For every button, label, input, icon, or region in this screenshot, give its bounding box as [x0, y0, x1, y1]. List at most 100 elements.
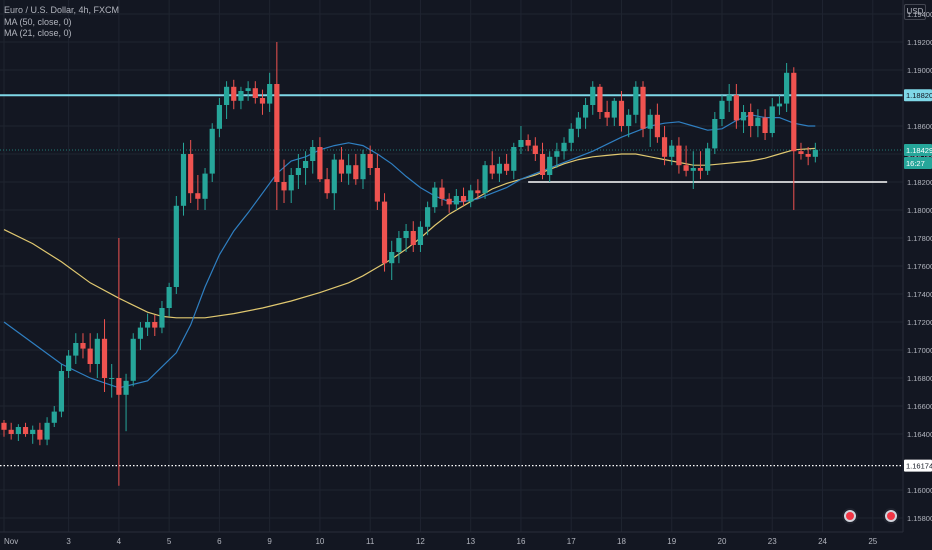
- candle: [238, 86, 244, 110]
- candle: [748, 103, 754, 138]
- candle: [697, 151, 704, 180]
- candle: [346, 154, 352, 185]
- candle: [353, 154, 359, 185]
- candle: [123, 373, 129, 432]
- candle: [15, 424, 21, 441]
- candle: [58, 364, 65, 418]
- resistance-price-label-text: 1.18820: [906, 91, 932, 100]
- candle-body: [22, 427, 29, 434]
- candle: [274, 42, 280, 210]
- candle-body: [360, 154, 366, 180]
- candle: [173, 196, 179, 294]
- x-tick-label: 19: [667, 537, 676, 546]
- candle: [776, 95, 783, 115]
- candle: [755, 109, 761, 138]
- candle-body: [748, 112, 754, 126]
- x-tick-label: 6: [217, 537, 222, 546]
- candle: [166, 282, 172, 317]
- candle: [360, 149, 366, 189]
- candle: [410, 221, 416, 252]
- x-tick-label: 11: [366, 537, 375, 546]
- candle-body: [633, 86, 639, 115]
- candle: [726, 84, 732, 112]
- candle: [223, 81, 230, 119]
- candle-body: [460, 196, 467, 202]
- candle: [561, 137, 567, 160]
- candlesticks: [1, 42, 818, 486]
- candle: [51, 406, 57, 427]
- candle-body: [245, 88, 251, 91]
- candle-body: [597, 86, 603, 112]
- candle-body: [87, 348, 93, 364]
- candle: [590, 81, 596, 115]
- y-tick-label: 1.17600: [907, 262, 932, 271]
- candle: [109, 364, 115, 398]
- candle-body: [152, 322, 158, 328]
- y-tick-label: 1.19000: [907, 66, 932, 75]
- candle-body: [396, 238, 402, 252]
- candle-body: [274, 84, 280, 182]
- x-tick-label: 10: [315, 537, 324, 546]
- candle: [331, 154, 337, 210]
- candle-body: [525, 140, 531, 146]
- chart-legend: Euro / U.S. Dollar, 4h, FXCM MA (50, clo…: [4, 5, 119, 40]
- candle-body: [554, 151, 560, 157]
- candle: [712, 112, 718, 154]
- candle-body: [288, 175, 294, 191]
- candle: [209, 123, 215, 182]
- candle: [690, 151, 696, 189]
- x-tick-label: 9: [267, 537, 272, 546]
- x-tick-label: 18: [617, 537, 626, 546]
- candle: [8, 422, 14, 440]
- y-tick-label: 1.17200: [907, 318, 932, 327]
- candle: [202, 168, 208, 210]
- candle-body: [661, 137, 668, 157]
- news-event-icon[interactable]: [842, 508, 858, 524]
- candle-body: [331, 159, 337, 194]
- candle-body: [223, 86, 230, 105]
- x-tick-label: 12: [416, 537, 425, 546]
- candle: [446, 193, 452, 213]
- candle: [216, 98, 222, 138]
- candle: [568, 123, 574, 152]
- candle-body: [73, 343, 79, 356]
- candle: [554, 142, 560, 168]
- candle-body: [231, 86, 237, 101]
- candle: [661, 126, 668, 166]
- candle: [669, 140, 675, 166]
- candle: [310, 140, 316, 174]
- candle: [188, 140, 194, 203]
- x-tick-label: 17: [567, 537, 576, 546]
- candle: [87, 333, 93, 373]
- candle: [496, 156, 503, 182]
- candle-body: [130, 338, 136, 381]
- candle: [482, 161, 488, 199]
- candle: [647, 109, 653, 147]
- candle: [324, 168, 330, 199]
- candle: [618, 91, 625, 132]
- candle-body: [80, 343, 86, 349]
- candle-body: [640, 86, 646, 129]
- candle-body: [101, 338, 108, 378]
- candle: [94, 333, 100, 378]
- candle: [539, 142, 546, 180]
- candle-body: [374, 168, 380, 202]
- candle-body: [719, 100, 725, 119]
- candle-body: [310, 147, 316, 161]
- candle-body: [267, 84, 273, 104]
- candle: [145, 313, 151, 336]
- candle: [740, 105, 747, 133]
- horizontal-levels: [0, 94, 903, 467]
- y-tick-label: 1.17400: [907, 290, 932, 299]
- news-event-icon[interactable]: [883, 508, 899, 524]
- candle-body: [482, 165, 488, 194]
- price-labels: 1.18820 1.16174 1.18429 16:27: [904, 89, 932, 472]
- candle: [518, 126, 524, 154]
- resistance-price-label: 1.18820: [904, 89, 932, 102]
- currency-badge[interactable]: USD: [904, 4, 926, 20]
- x-tick-label: 13: [466, 537, 475, 546]
- candle: [116, 238, 122, 486]
- candle: [403, 224, 409, 252]
